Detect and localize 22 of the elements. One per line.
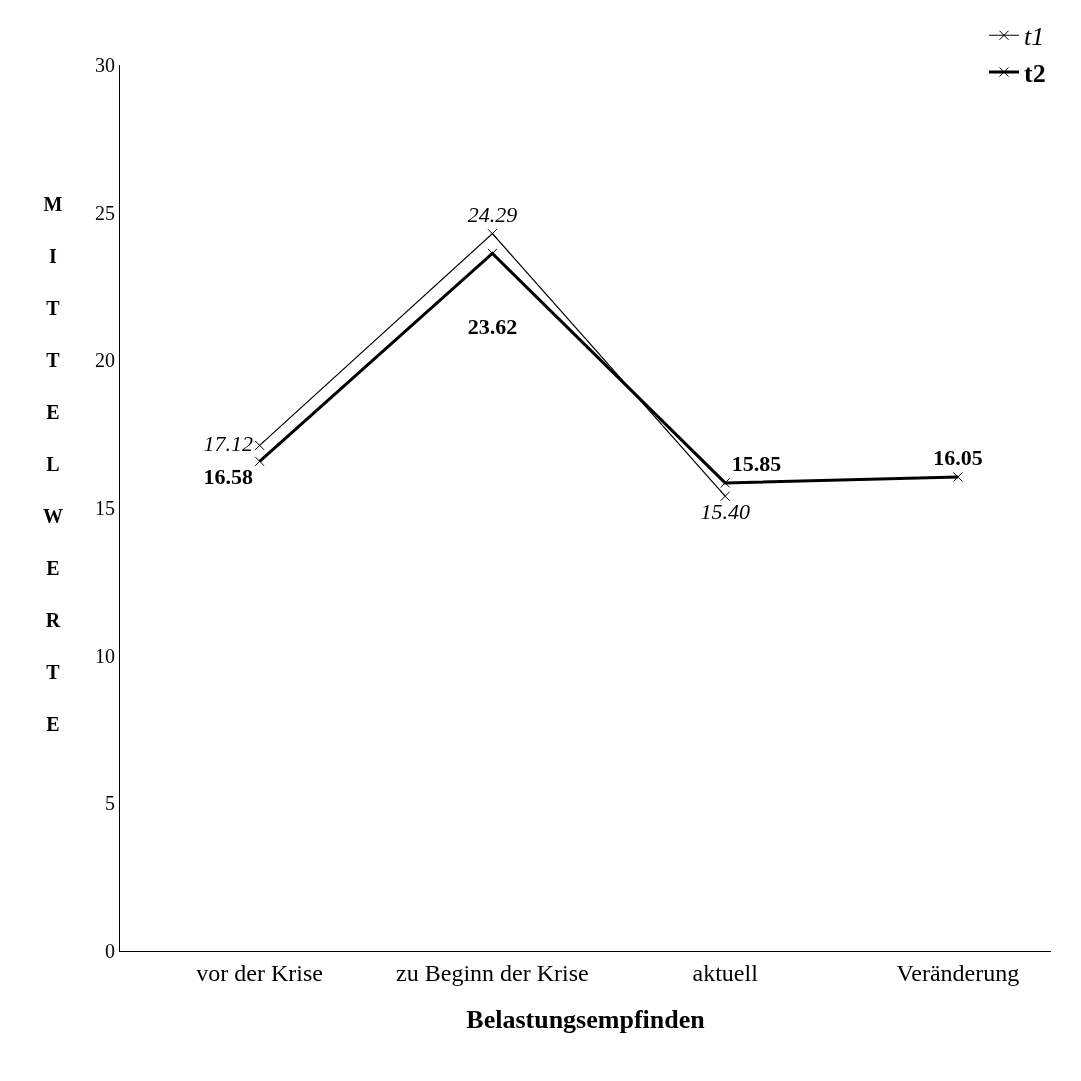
y-tick-label: 15 bbox=[95, 497, 115, 519]
y-tick-label: 25 bbox=[95, 201, 115, 224]
y-tick-label: 20 bbox=[95, 349, 115, 372]
y-tick-label: 0 bbox=[105, 940, 115, 962]
y-tick-label: 10 bbox=[95, 644, 115, 667]
x-axis-title: Belastungsempfinden bbox=[466, 1005, 706, 1035]
legend-label: t1 bbox=[1024, 22, 1045, 52]
legend-label: t2 bbox=[1024, 59, 1046, 89]
y-tick-label: 5 bbox=[105, 792, 115, 815]
y-tick-label: 30 bbox=[95, 54, 115, 76]
x-tick-label: Veränderung bbox=[896, 959, 1020, 986]
data-label: 16.58 bbox=[203, 464, 254, 490]
data-label: 15.40 bbox=[700, 499, 750, 525]
x-tick-label: aktuell bbox=[692, 959, 759, 986]
data-label: 24.29 bbox=[467, 201, 518, 227]
data-label: 17.12 bbox=[203, 430, 254, 456]
x-tick-label: zu Beginn der Krise bbox=[396, 959, 589, 986]
data-label: 16.05 bbox=[933, 444, 983, 470]
text: MITTELWERTE bbox=[43, 193, 63, 735]
data-label: 23.62 bbox=[467, 313, 518, 339]
x-tick-label: vor der Krise bbox=[196, 959, 323, 986]
data-label: 15.85 bbox=[731, 450, 782, 476]
